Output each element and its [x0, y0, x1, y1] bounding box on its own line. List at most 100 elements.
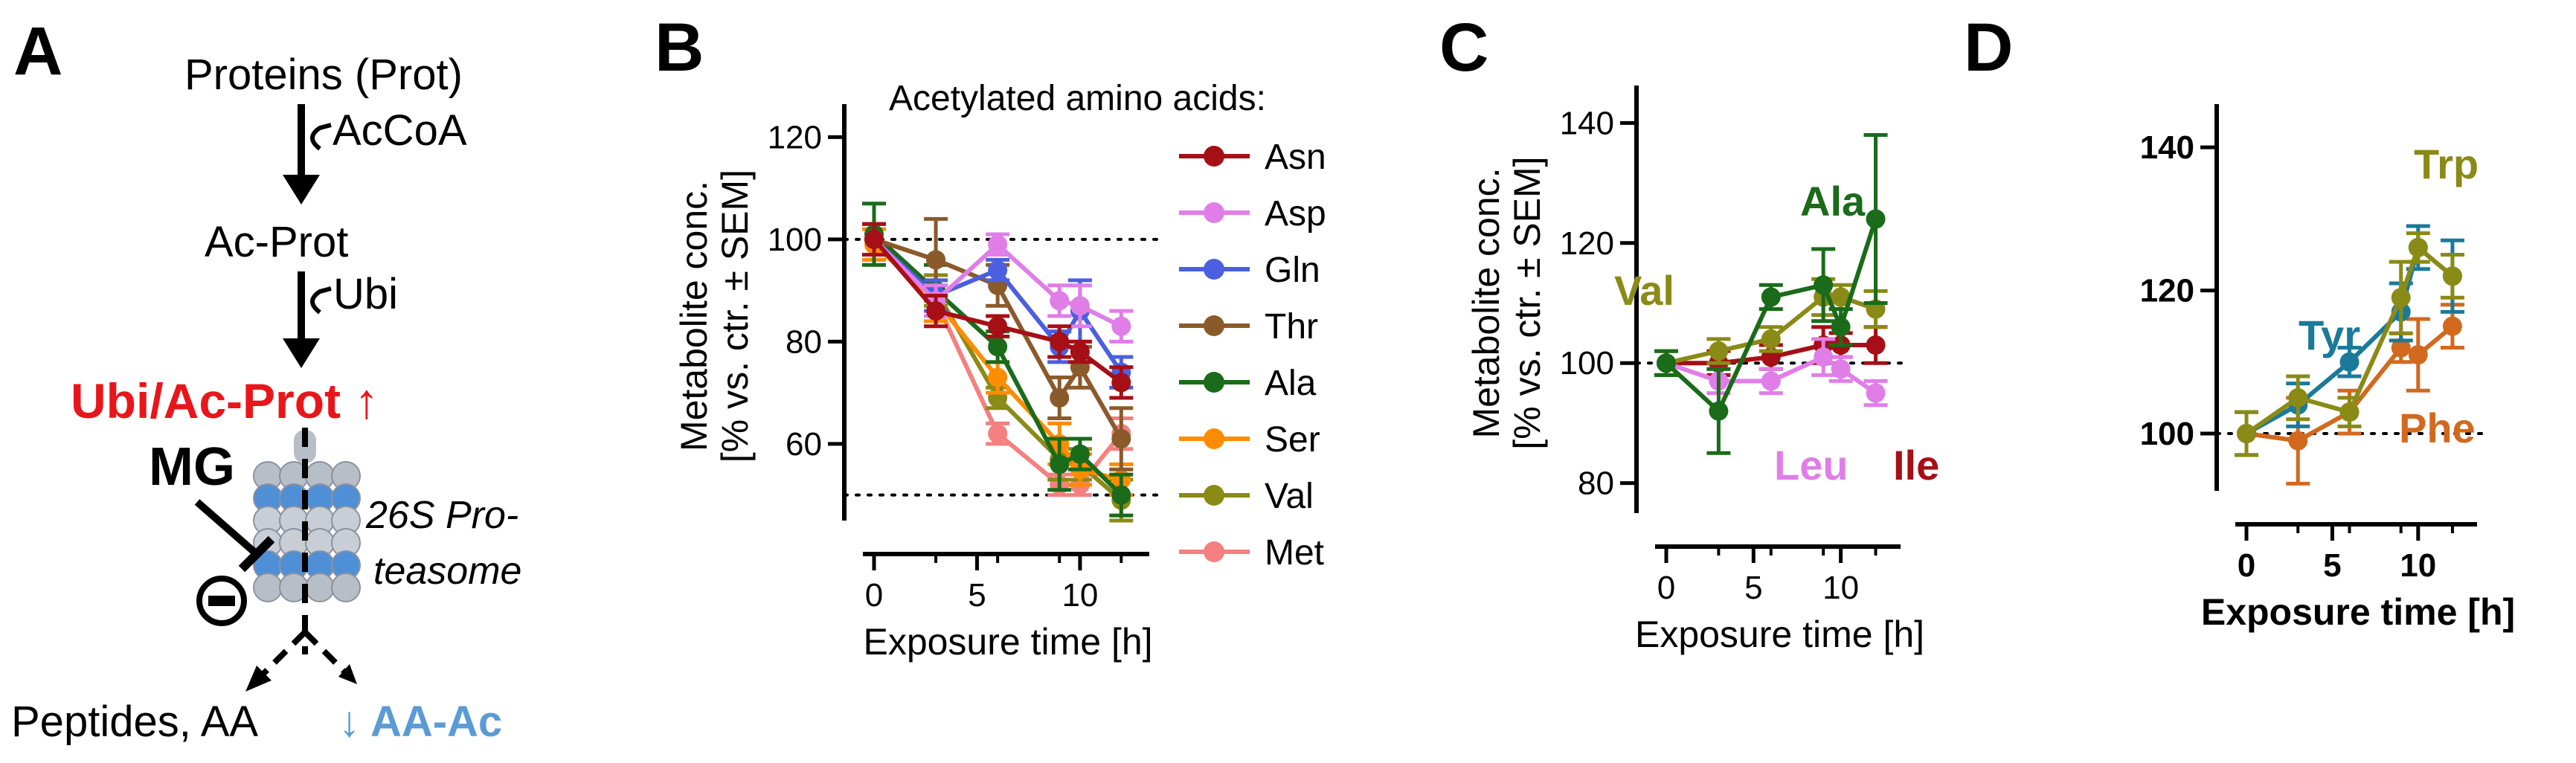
data-point-ala [1070, 444, 1090, 464]
data-point-thr [1111, 429, 1131, 448]
data-point-leu [1831, 359, 1851, 379]
split-right [303, 630, 348, 675]
data-point-asp [1050, 291, 1070, 311]
annotation-val: Val [1614, 267, 1674, 314]
x-tick-label: 10 [1822, 570, 1859, 606]
legend-marker [1204, 315, 1224, 336]
x-axis-label: Exposure time [h] [863, 621, 1152, 663]
legend-label: Ser [1265, 420, 1320, 460]
panel-d: D 100 120 140 0 5 10 Exposure time [h] Trp Tyr Ph… [1964, 10, 2515, 633]
series-ala [1654, 133, 1888, 455]
legend-item-met: Met [1179, 533, 1324, 573]
data-point-val [1709, 341, 1729, 361]
split-right-head [338, 664, 357, 684]
data-point-phe [2288, 431, 2308, 451]
panel-d-letter: D [1964, 10, 2013, 86]
data-point-trp [2288, 387, 2308, 408]
annotation-ile: Ile [1893, 442, 1939, 489]
y-tick-label: 140 [2140, 129, 2194, 166]
legend-label: Asp [1265, 194, 1326, 234]
x-tick-label: 0 [1657, 570, 1675, 606]
panel-b-letter: B [655, 10, 704, 86]
data-point-ala [1814, 275, 1834, 295]
split-left [254, 630, 307, 683]
x-tick-label: 0 [2238, 547, 2255, 584]
proteasome-subunit [331, 573, 361, 602]
proteins-label: Proteins (Prot) [184, 51, 463, 99]
data-point-tyr [2339, 352, 2360, 372]
legend-item-ser: Ser [1179, 420, 1320, 460]
y-tick-label: 80 [786, 323, 822, 360]
annotation-phe: Phe [2399, 405, 2476, 451]
ubi-branch [310, 286, 332, 315]
legend-title: Acetylated amino acids: [889, 79, 1266, 118]
aa-ac-down-label: ↓ AA-Ac [338, 698, 502, 746]
data-point-leu [1761, 371, 1781, 391]
legend-marker [1204, 372, 1224, 393]
peptides-aa-label: Peptides, AA [11, 698, 258, 746]
data-point-gln [988, 260, 1008, 280]
x-tick-label: 5 [2323, 547, 2341, 584]
ubi-label: Ubi [333, 270, 398, 318]
data-point-asn [926, 301, 946, 321]
data-point-val [1831, 287, 1851, 307]
data-point-ala [1831, 317, 1851, 337]
proteasome-label-1: 26S Pro- [365, 494, 518, 537]
legend-marker [1204, 428, 1224, 449]
data-point-asn [1070, 342, 1090, 362]
mg-inhibit-bar [238, 535, 275, 573]
data-point-thr [1050, 388, 1070, 408]
panel-b: B 60 80 100 120 0 5 10 Exposure time [h] Metabol… [655, 10, 1326, 663]
data-point-phe [2391, 338, 2411, 358]
data-point-phe [2442, 316, 2462, 336]
legend-label: Val [1265, 477, 1314, 516]
data-point-trp [2408, 237, 2428, 257]
panel-a: A Proteins (Prot) AcCoA Ac-Prot Ubi Ubi/… [11, 13, 521, 746]
y-tick-label: 100 [768, 222, 822, 258]
legend-item-asn: Asn [1179, 138, 1326, 177]
legend-marker [1204, 259, 1224, 280]
legend-label: Asn [1265, 138, 1326, 177]
data-point-ser [988, 367, 1008, 387]
x-tick-label: 5 [1744, 570, 1762, 606]
chart-c: 80 100 120 140 0 5 10 Exposure time [h] Metaboli… [1465, 86, 1939, 655]
data-point-thr [926, 250, 946, 270]
x-tick-label: 10 [2400, 547, 2436, 584]
x-tick-label: 5 [968, 577, 986, 614]
data-point-leu [1814, 347, 1834, 367]
x-tick-label: 0 [865, 577, 883, 614]
proteasome-subunit [305, 573, 335, 602]
data-point-asn [864, 229, 884, 249]
x-axis-label: Exposure time [h] [1635, 614, 1924, 655]
data-point-met [988, 424, 1008, 444]
split-left-head [245, 666, 272, 692]
y-tick-label: 80 [1578, 466, 1614, 502]
x-axis-label: Exposure time [h] [2201, 591, 2515, 633]
ubi-ac-prot-up: Ubi/Ac-Prot ↑ [71, 373, 379, 428]
y-tick-label: 120 [2140, 273, 2194, 309]
data-point-asp [988, 234, 1008, 254]
legend-label: Gln [1265, 251, 1320, 290]
acprot-label: Ac-Prot [205, 218, 348, 266]
data-point-ala [1657, 353, 1676, 373]
legend-item-val: Val [1179, 477, 1314, 516]
legend-marker [1204, 541, 1224, 562]
data-point-val [1761, 329, 1781, 349]
y-tick-label: 60 [786, 426, 822, 463]
chart-b: 60 80 100 120 0 5 10 Exposure time [h] Metabolit… [673, 79, 1326, 663]
panel-a-letter: A [13, 13, 62, 89]
proteasome-label-2: teasome [373, 550, 521, 593]
data-point-leu [1866, 383, 1886, 403]
y-tick-label: 140 [1560, 105, 1614, 141]
data-point-ile [1866, 335, 1886, 355]
data-point-asn [1111, 373, 1131, 393]
data-point-trp [2442, 266, 2462, 286]
data-point-asn [988, 316, 1008, 336]
x-tick-label: 10 [1061, 577, 1098, 614]
annotation-tyr: Tyr [2299, 312, 2360, 358]
data-point-asn [1050, 332, 1070, 352]
proteasome-icon [253, 430, 361, 602]
accoa-label: AcCoA [333, 106, 467, 155]
y-tick-label: 120 [768, 119, 822, 155]
data-point-asp [1111, 316, 1131, 336]
